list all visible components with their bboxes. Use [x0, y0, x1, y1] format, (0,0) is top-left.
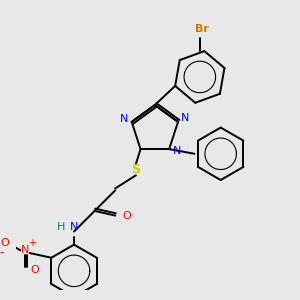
Text: N: N — [21, 245, 29, 255]
Text: O: O — [0, 238, 9, 248]
Text: O: O — [122, 211, 131, 220]
Text: N: N — [180, 113, 189, 123]
Text: O: O — [30, 265, 39, 275]
Text: N: N — [120, 114, 128, 124]
Text: -: - — [0, 246, 4, 259]
Text: S: S — [131, 163, 140, 176]
Text: +: + — [28, 238, 36, 248]
Text: H: H — [57, 222, 65, 232]
Text: N: N — [172, 146, 181, 156]
Text: N: N — [70, 222, 78, 232]
Text: Br: Br — [195, 24, 208, 34]
